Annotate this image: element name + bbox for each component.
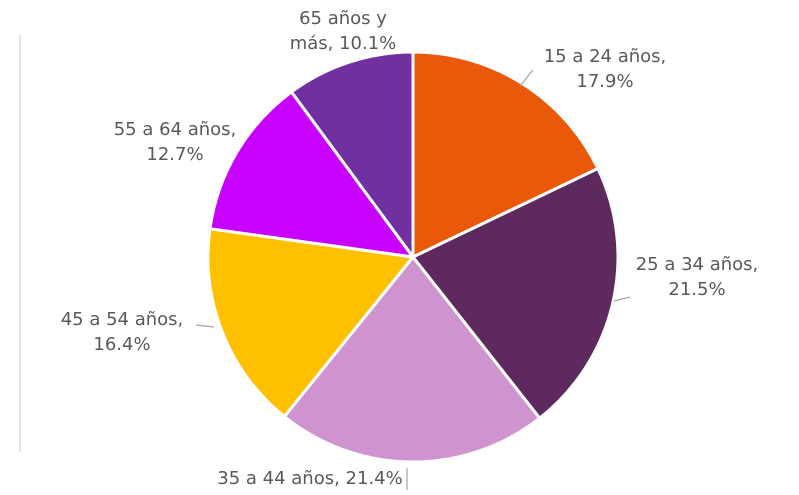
- leader-line: [519, 69, 534, 87]
- data-label: 12.7%: [146, 144, 203, 165]
- data-label: 65 años y: [299, 8, 387, 29]
- leader-line: [613, 296, 631, 302]
- pie-slice: [410, 166, 620, 421]
- pie-slice: [208, 89, 417, 259]
- pie-slice: [289, 50, 415, 262]
- data-label: 21.5%: [668, 279, 725, 300]
- data-label: más, 10.1%: [290, 33, 397, 54]
- data-label: 45 a 54 años,: [61, 309, 184, 330]
- leader-line: [195, 324, 215, 328]
- data-label: 16.4%: [93, 334, 150, 355]
- pie-slice: [206, 227, 416, 419]
- data-label: 25 a 34 años,: [636, 254, 759, 275]
- data-label: 15 a 24 años,: [544, 46, 667, 67]
- pie-slice: [282, 254, 542, 464]
- data-label: 35 a 44 años, 21.4%: [217, 468, 402, 489]
- data-label: 55 a 64 años,: [114, 119, 237, 140]
- data-label: 17.9%: [576, 71, 633, 92]
